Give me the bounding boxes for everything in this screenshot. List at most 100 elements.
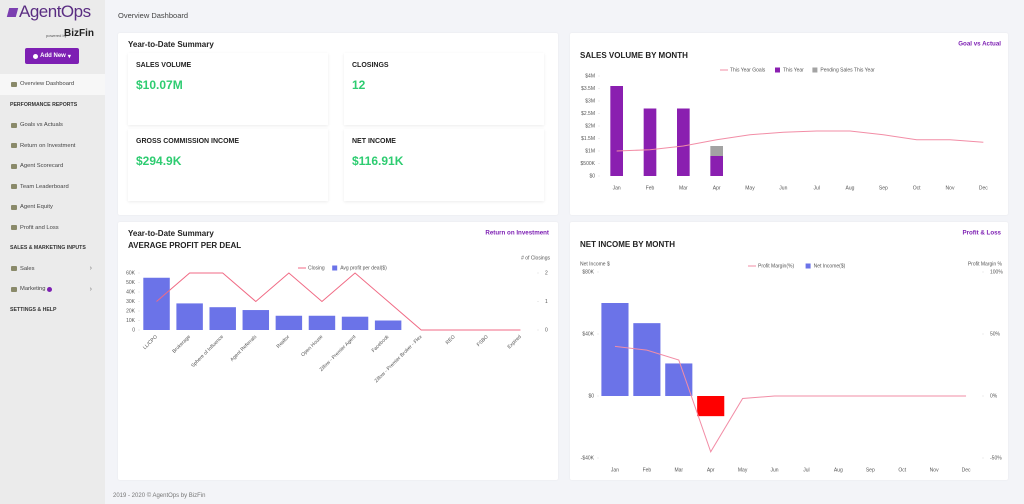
- menu-label: Team Leaderboard: [20, 183, 69, 190]
- metric-label: GROSS COMMISSION INCOME: [136, 138, 240, 145]
- x-tick-label: Agent Referrals: [229, 334, 258, 363]
- y-tick-label: $1M: [585, 148, 595, 154]
- x-tick-label: Jan: [611, 467, 619, 473]
- menu-item[interactable]: Sales ›: [0, 259, 105, 280]
- menu-item[interactable]: Agent Scorecard: [0, 156, 105, 177]
- bar: [697, 396, 725, 417]
- bar: [275, 315, 303, 330]
- x-tick-label: Apr: [713, 185, 721, 191]
- legend-label: This Year Goals: [730, 67, 766, 73]
- metric-value: $10.07M: [136, 78, 183, 92]
- x-tick-label: FSBO: [476, 334, 490, 348]
- metric-label: NET INCOME: [352, 138, 396, 145]
- bar: [143, 277, 170, 330]
- y2-tick-label: 0%: [990, 393, 998, 399]
- menu-label: Return on Investment: [20, 142, 76, 149]
- sidebar: AgentOps powered by BizFin Add New Overv…: [0, 0, 105, 504]
- x-tick-label: REO: [445, 334, 457, 346]
- line: [614, 345, 967, 453]
- x-tick-label: LL/CPO: [142, 334, 159, 351]
- chart-title: NET INCOME BY MONTH: [580, 240, 675, 249]
- y-tick-label: $3.5M: [581, 86, 595, 92]
- menu-section: SALES & MARKETING INPUTS: [0, 238, 105, 259]
- x-tick-label: Expired: [507, 334, 523, 350]
- y-tick-label: 0: [132, 327, 135, 333]
- menu-icon: [11, 184, 17, 190]
- y2-tick-label: 50%: [990, 331, 1001, 337]
- x-tick-label: Dec: [979, 185, 988, 191]
- menu-label: PERFORMANCE REPORTS: [10, 101, 78, 108]
- y2-axis-label: Profit Margin %: [968, 261, 1003, 267]
- x-tick-label: Mar: [674, 467, 683, 473]
- y2-tick-label: 1: [545, 299, 548, 305]
- bar: [710, 156, 723, 176]
- x-tick-label: Open House: [300, 334, 324, 358]
- bar: [633, 323, 661, 396]
- x-tick-label: Jan: [613, 185, 621, 191]
- menu-icon: [11, 286, 17, 292]
- legend-label: This Year: [783, 67, 804, 73]
- metric-value: $116.91K: [352, 154, 404, 168]
- menu: Overview Dashboard PERFORMANCE REPORTS Goa…: [0, 74, 105, 320]
- menu-icon: [11, 143, 17, 149]
- chart-card: [570, 33, 1008, 215]
- x-tick-label: May: [738, 467, 748, 473]
- y-tick-label: $1.5M: [581, 136, 595, 142]
- menu-item[interactable]: Marketing ›: [0, 279, 105, 300]
- menu-item[interactable]: Return on Investment: [0, 136, 105, 157]
- legend-label: Net Income($): [814, 263, 846, 269]
- y-tick-label: $0: [588, 393, 594, 399]
- metric: CLOSINGS 12: [344, 53, 544, 125]
- menu-label: Sales: [20, 265, 35, 272]
- bar: [176, 303, 203, 330]
- x-tick-label: Mar: [679, 185, 688, 191]
- card-title: Year-to-Date Summary: [128, 40, 214, 49]
- menu-label: Marketing: [20, 286, 46, 293]
- menu-label: Overview Dashboard: [20, 81, 75, 88]
- y2-tick-label: -50%: [990, 455, 1002, 461]
- add-new-button[interactable]: Add New: [25, 48, 79, 64]
- add-new-label: Add New: [40, 53, 66, 59]
- menu-item[interactable]: Agent Equity: [0, 197, 105, 218]
- menu-item[interactable]: Goals vs Actuals: [0, 115, 105, 136]
- y-tick-label: 10K: [126, 318, 136, 324]
- y-tick-label: $2.5M: [581, 111, 595, 117]
- x-tick-label: Brokerage: [171, 334, 192, 355]
- x-tick-label: Sphere of Influence: [190, 334, 225, 369]
- x-tick-label: Zillow - Premier Agent: [319, 334, 358, 373]
- y-tick-label: 20K: [126, 308, 136, 314]
- menu-label: SALES & MARKETING INPUTS: [10, 245, 86, 252]
- y2-tick-label: 2: [545, 270, 548, 276]
- bar: [601, 303, 629, 396]
- y2-tick-label: 100%: [990, 269, 1003, 275]
- menu-item[interactable]: Profit and Loss: [0, 218, 105, 239]
- x-tick-label: Realtor: [276, 334, 292, 350]
- y-tick-label: $4M: [585, 73, 595, 79]
- y-tick-label: $500K: [581, 161, 596, 167]
- metric-label: SALES VOLUME: [136, 62, 192, 69]
- legend-swatch: [775, 67, 780, 73]
- x-tick-label: Oct: [898, 467, 906, 473]
- menu-item[interactable]: Overview Dashboard: [0, 74, 105, 95]
- legend-swatch: [812, 67, 818, 73]
- menu-icon: [11, 204, 17, 210]
- chart-title: SALES VOLUME BY MONTH: [580, 51, 688, 60]
- bar: [308, 315, 336, 330]
- menu-section: PERFORMANCE REPORTS: [0, 95, 105, 116]
- bar: [665, 363, 693, 396]
- metric: SALES VOLUME $10.07M: [128, 53, 328, 125]
- logo[interactable]: AgentOps: [8, 2, 91, 22]
- chart-link[interactable]: Profit & Loss: [962, 230, 1001, 237]
- y-tick-label: $2M: [585, 123, 595, 129]
- legend-swatch: [805, 263, 811, 269]
- y2-tick-label: 0: [545, 327, 548, 333]
- y-tick-label: 50K: [126, 280, 136, 286]
- x-tick-label: Nov: [930, 467, 939, 473]
- menu-item[interactable]: Team Leaderboard: [0, 177, 105, 198]
- y-tick-label: 30K: [126, 299, 136, 305]
- y2-axis-label: # of Closings: [521, 255, 550, 261]
- chart-link[interactable]: Goal vs Actual: [958, 41, 1001, 48]
- chart-link[interactable]: Return on Investment: [485, 230, 549, 237]
- bar: [341, 316, 369, 330]
